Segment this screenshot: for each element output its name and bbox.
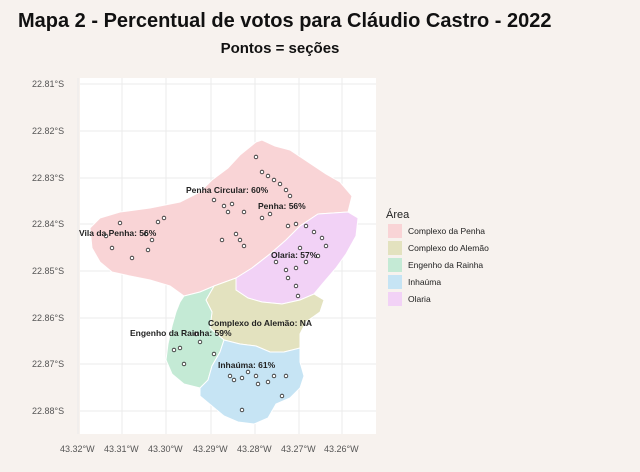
x-tick-label: 43.26°W (324, 444, 359, 454)
label-penha-circular: Penha Circular: 60% (186, 185, 269, 195)
legend-label: Olaria (408, 294, 431, 304)
legend-label: Inhaúma (408, 277, 441, 287)
label-vila-da-penha: Vila da Penha: 56% (79, 228, 157, 238)
legend-swatch-complexo-do-alemao (388, 241, 402, 255)
label-complexo-do-alemao: Complexo do Alemão: NA (208, 318, 312, 328)
label-inhauma: Inhaúma: 61% (218, 360, 276, 370)
legend-swatch-engenho-da-rainha (388, 258, 402, 272)
label-olaria: Olaria: 57% (271, 250, 318, 260)
x-tick-label: 43.27°W (281, 444, 316, 454)
y-axis: 22.81°S 22.82°S 22.83°S 22.84°S 22.85°S … (32, 79, 64, 416)
region-inhauma (199, 339, 305, 425)
legend-label: Complexo do Alemão (408, 243, 489, 253)
legend-swatch-inhauma (388, 275, 402, 289)
legend-swatch-olaria (388, 292, 402, 306)
x-tick-label: 43.31°W (104, 444, 139, 454)
label-engenho-da-rainha: Engenho da Rainha: 59% (130, 328, 232, 338)
x-tick-label: 43.32°W (60, 444, 95, 454)
y-tick-label: 22.85°S (32, 266, 64, 276)
y-tick-label: 22.82°S (32, 126, 64, 136)
y-tick-label: 22.86°S (32, 313, 64, 323)
map-title: Mapa 2 - Percentual de votos para Cláudi… (18, 10, 552, 32)
label-penha: Penha: 56% (258, 201, 306, 211)
region-complexo-da-penha (89, 139, 353, 297)
y-tick-label: 22.83°S (32, 173, 64, 183)
x-tick-label: 43.30°W (148, 444, 183, 454)
x-axis: 43.32°W 43.31°W 43.30°W 43.29°W 43.28°W … (60, 444, 359, 454)
legend-label: Engenho da Rainha (408, 260, 483, 270)
section-points (103, 154, 329, 413)
y-tick-label: 22.81°S (32, 79, 64, 89)
y-tick-label: 22.87°S (32, 359, 64, 369)
x-tick-label: 43.28°W (237, 444, 272, 454)
y-tick-label: 22.88°S (32, 406, 64, 416)
legend: Área Complexo da Penha Complexo do Alemã… (386, 208, 489, 306)
y-tick-label: 22.84°S (32, 219, 64, 229)
map-subtitle: Pontos = seções (220, 40, 340, 57)
legend-title: Área (386, 208, 410, 221)
legend-swatch-complexo-da-penha (388, 224, 402, 238)
legend-label: Complexo da Penha (408, 226, 485, 236)
x-tick-label: 43.29°W (193, 444, 228, 454)
